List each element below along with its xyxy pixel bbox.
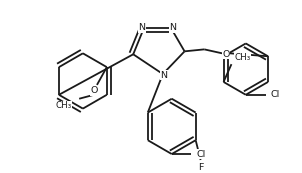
Text: Cl: Cl	[271, 90, 280, 99]
Text: N: N	[139, 23, 146, 32]
Text: O: O	[222, 50, 230, 59]
Text: Cl: Cl	[197, 149, 206, 158]
Text: N: N	[160, 71, 167, 80]
Text: CH₃: CH₃	[55, 101, 71, 110]
Text: N: N	[169, 23, 176, 32]
Text: CH₃: CH₃	[234, 53, 251, 62]
Text: O: O	[90, 86, 98, 95]
Text: F: F	[198, 163, 203, 172]
